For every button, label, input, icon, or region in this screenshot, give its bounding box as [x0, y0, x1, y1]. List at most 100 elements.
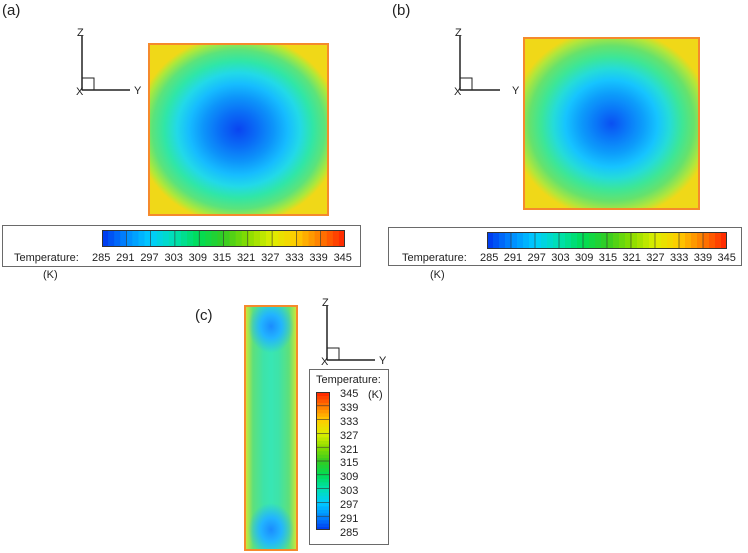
colorbar-segment: [493, 232, 500, 249]
panel-label-a: (a): [2, 2, 21, 19]
colorbar-segment: [517, 232, 524, 249]
colorbar-segment: [308, 230, 316, 247]
colorbar-segment: [316, 467, 330, 472]
tick-label: 327: [261, 252, 280, 264]
colorbar-segment: [316, 498, 330, 503]
tick-label: 309: [340, 471, 359, 484]
colorbar-segment: [332, 230, 340, 247]
colorbar-segment: [571, 232, 578, 249]
colorbar-segment: [715, 232, 722, 249]
colorbar-segment: [229, 230, 237, 247]
tick-label: 315: [598, 252, 618, 264]
colorbar-segment: [721, 232, 727, 249]
colorbar-segment: [316, 398, 330, 403]
colorbar-segment: [316, 433, 330, 438]
colorbar-segment: [316, 509, 330, 514]
legend-unit-a: (K): [43, 269, 58, 281]
colorbar-segment: [316, 395, 330, 400]
colorbar-segment: [625, 232, 632, 249]
colorbar-segment: [316, 512, 330, 517]
colorbar-segment: [673, 232, 680, 249]
colorbar-segment: [649, 232, 656, 249]
axes-triad-a: Z X Y: [76, 27, 142, 98]
tick-label: 315: [340, 457, 359, 470]
y-axis-label: Y: [512, 85, 520, 97]
tick-label: 327: [646, 252, 665, 264]
colorbar-segment: [316, 426, 330, 431]
colorbar-frame: [487, 232, 727, 249]
colorbar-segment: [523, 232, 530, 249]
colorbar-segment: [259, 230, 267, 247]
colorbar-segment: [316, 471, 330, 476]
colorbar-segment: [132, 230, 140, 247]
axes-triad-c: Z X Y: [321, 297, 387, 368]
y-axis-label: Y: [134, 85, 142, 97]
colorbar-segment: [314, 230, 322, 247]
colorbar-segment: [114, 230, 121, 247]
tick-label: 291: [503, 252, 523, 264]
colorbar-segment: [316, 450, 330, 455]
colorbar-segment: [338, 230, 345, 247]
tick-label: 297: [140, 252, 159, 264]
colorbar-segment: [499, 232, 506, 249]
z-axis-label: Z: [455, 27, 462, 39]
colorbar-segment: [661, 232, 668, 249]
colorbar-segment: [235, 230, 243, 247]
colorbar-segment: [316, 392, 330, 397]
colorbar-segment: [138, 230, 146, 247]
tick-label: 333: [340, 415, 359, 428]
legend-title-a: Temperature:: [14, 252, 79, 264]
colorbar-segment: [284, 230, 291, 247]
colorbar-segment: [316, 492, 330, 497]
tick-label: 303: [340, 485, 359, 498]
colorbar-segment: [589, 232, 596, 249]
colorbar-segment: [316, 429, 330, 434]
colorbar-segment: [316, 488, 330, 493]
colorbar-segment: [316, 436, 330, 441]
colorbar-segment: [108, 230, 115, 247]
colorbar-segment: [296, 230, 304, 247]
colorbar-segment: [631, 232, 638, 249]
colorbar-segment: [577, 232, 584, 249]
tick-label: 285: [480, 252, 499, 264]
colorbar-c: [316, 392, 330, 530]
colorbar-segment: [326, 230, 334, 247]
colorbar-segment: [316, 409, 330, 414]
colorbar-frame: [316, 392, 330, 530]
tick-label: 321: [340, 443, 359, 456]
panel-label-c: (c): [195, 307, 213, 324]
colorbar-segment: [266, 230, 273, 247]
colorbar-b: [487, 232, 727, 249]
colorbar-segment: [253, 230, 261, 247]
colorbar-segment: [541, 232, 548, 249]
colorbar-segment: [316, 516, 330, 521]
colorbar-segment: [316, 485, 330, 490]
legend-unit-c: (K): [368, 389, 383, 401]
colorbar-segment: [619, 232, 626, 249]
colorbar-segment: [316, 464, 330, 469]
colorbar-segment: [655, 232, 662, 249]
colorbar-segment: [595, 232, 602, 249]
legend-ticks-c: 345 339 333 327 321 315 309 303 297 291 …: [340, 389, 358, 539]
colorbar-segment: [709, 232, 716, 249]
colorbar-segment: [565, 232, 572, 249]
colorbar-segment: [316, 519, 330, 524]
colorbar-segment: [316, 457, 330, 462]
colorbar-segment: [150, 230, 158, 247]
colorbar-segment: [126, 230, 133, 247]
colorbar-segment: [193, 230, 200, 247]
colorbar-segment: [156, 230, 164, 247]
x-axis-label: X: [321, 356, 329, 368]
tick-label: 303: [164, 252, 183, 264]
y-axis-label: Y: [379, 355, 387, 367]
colorbar-segment: [316, 402, 330, 407]
colorbar-segment: [535, 232, 542, 249]
colorbar-segment: [223, 230, 231, 247]
colorbar-segment: [302, 230, 310, 247]
colorbar-segment: [316, 461, 330, 466]
colorbar-segment: [320, 230, 328, 247]
tick-label: 297: [340, 499, 359, 512]
tick-label: 333: [670, 252, 689, 264]
colorbar-segment: [316, 412, 330, 417]
legend-unit-b: (K): [430, 269, 445, 281]
